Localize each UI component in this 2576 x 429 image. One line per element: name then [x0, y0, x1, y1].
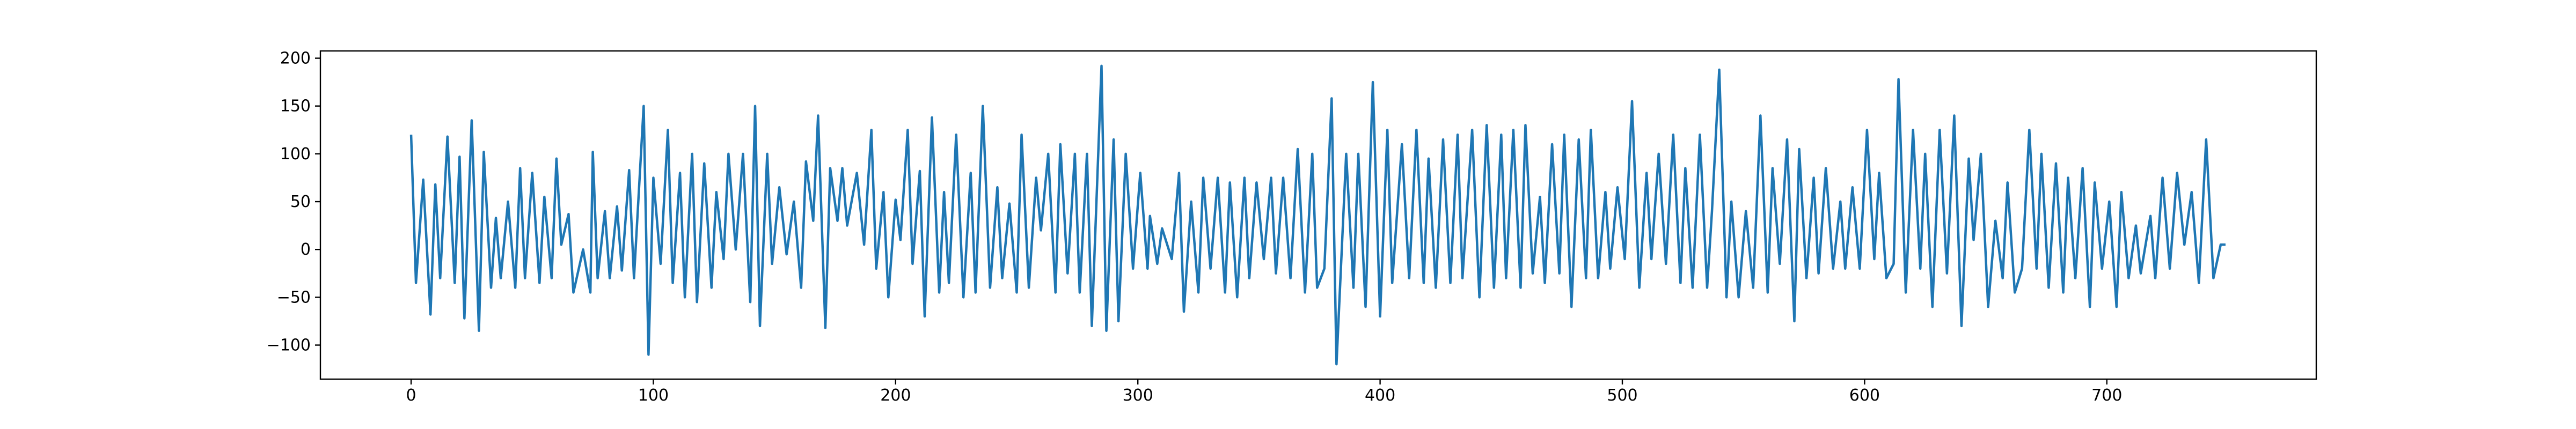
x-tick-label: 400 [1365, 386, 1395, 405]
y-tick-label: 0 [301, 240, 311, 259]
y-tick-label: 100 [280, 145, 311, 164]
data-line [409, 64, 2226, 366]
x-tick-label: 200 [880, 386, 911, 405]
y-tick-label: −50 [277, 288, 311, 307]
y-tick-label: −100 [267, 336, 311, 355]
x-tick-label: 600 [1849, 386, 1880, 405]
x-tick-label: 300 [1123, 386, 1153, 405]
y-tick-label: 200 [280, 49, 311, 68]
x-tick-label: 700 [2091, 386, 2122, 405]
x-tick-label: 0 [406, 386, 416, 405]
plot-frame [319, 50, 2317, 380]
x-tick-label: 100 [638, 386, 669, 405]
y-tick-label: 150 [280, 97, 311, 116]
x-tick-label: 500 [1607, 386, 1637, 405]
y-tick-label: 50 [290, 193, 311, 211]
